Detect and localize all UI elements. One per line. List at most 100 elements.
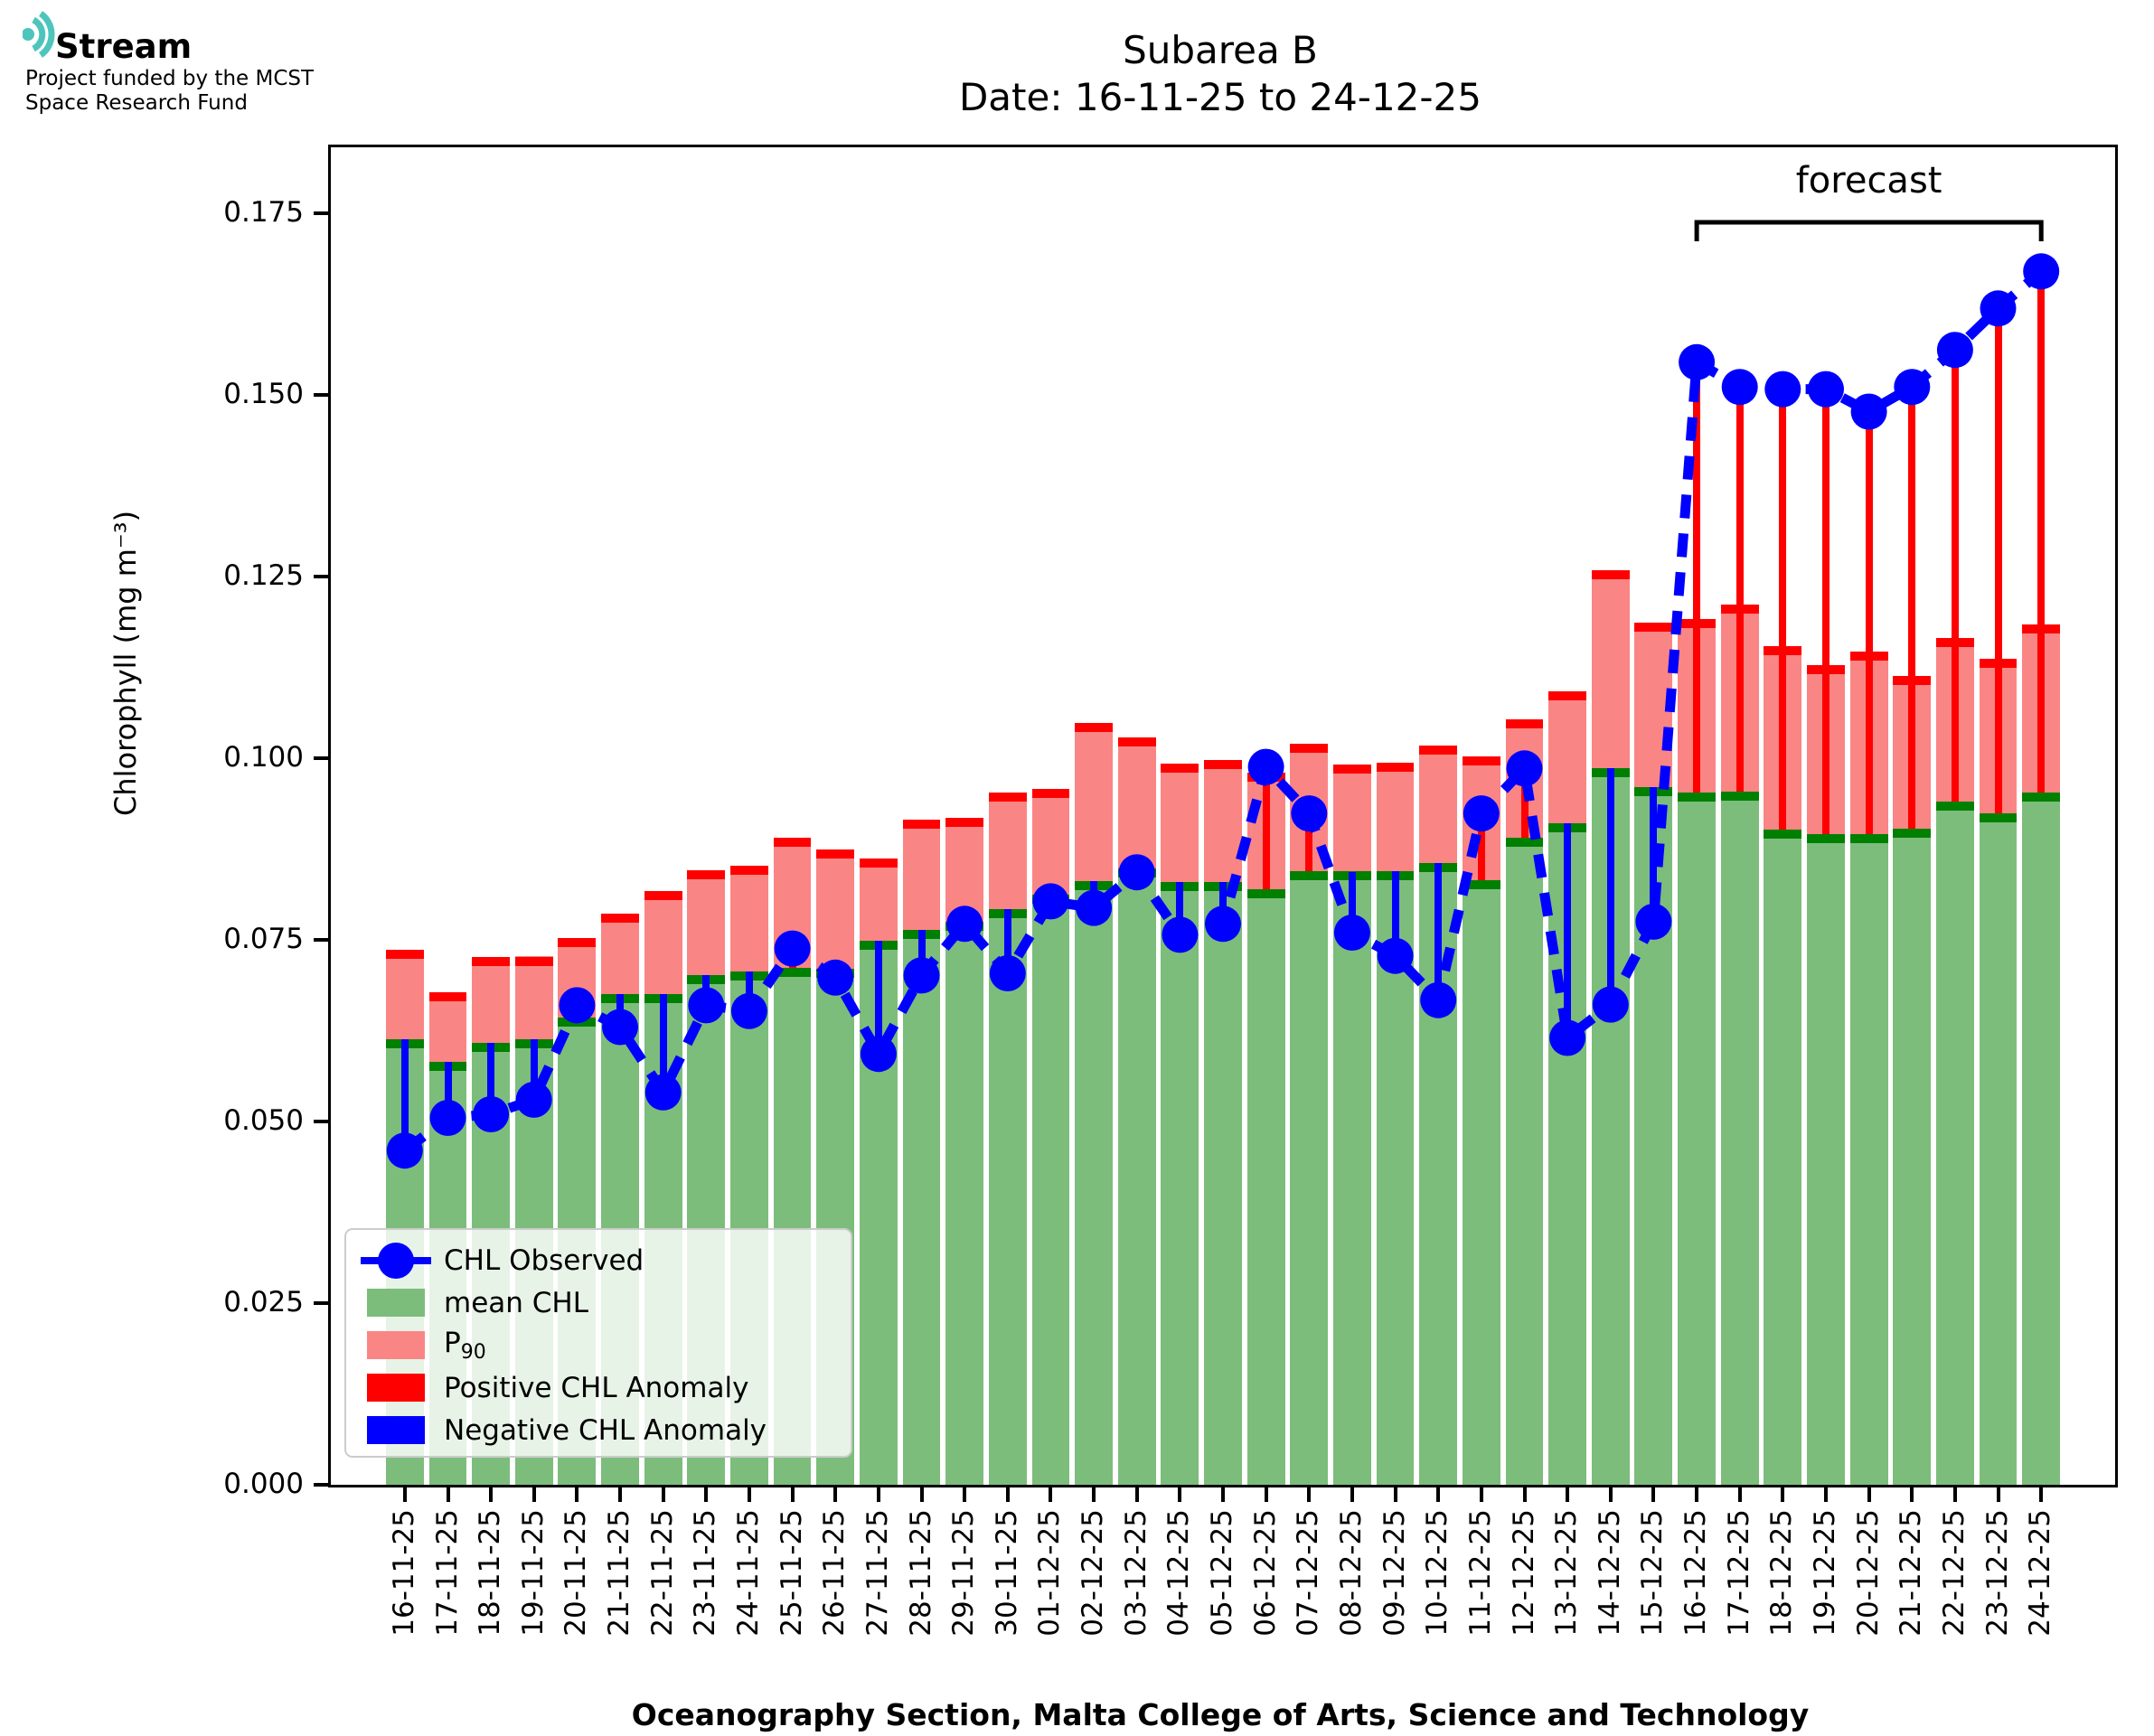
x-tick-mark — [1824, 1487, 1828, 1502]
negative-anomaly-line — [530, 1039, 538, 1100]
negative-anomaly-line — [1650, 787, 1658, 922]
positive-anomaly-line — [1693, 361, 1701, 793]
x-tick-mark — [1608, 1487, 1613, 1502]
mean-chl-cap — [1764, 829, 1802, 839]
chl-observed-line — [401, 267, 2045, 1155]
y-tick-label: 0.025 — [223, 1286, 304, 1318]
x-tick-mark — [919, 1487, 924, 1502]
mean-chl-cap — [1462, 880, 1500, 890]
mean-chl-bar — [988, 909, 1027, 1485]
chl-observed-point — [1808, 371, 1844, 408]
y-tick-mark — [314, 1120, 328, 1123]
negative-anomaly-line — [1003, 909, 1011, 973]
mean-chl-bar — [945, 921, 984, 1485]
x-tick-label: 08-12-25 — [1334, 1509, 1368, 1637]
chl-observed-point — [1894, 369, 1931, 406]
mean-chl-bar — [1161, 881, 1199, 1485]
x-tick-label: 16-11-25 — [387, 1509, 420, 1637]
chart-title-line2: Date: 16-11-25 to 24-12-25 — [958, 75, 1482, 119]
p90-cap — [601, 914, 639, 924]
p90-bar — [902, 820, 941, 930]
legend-swatch — [359, 1331, 433, 1359]
chl-observed-point — [1076, 889, 1113, 926]
forecast-annotation: forecast — [1795, 160, 1942, 202]
positive-anomaly-line — [2037, 271, 2046, 793]
x-tick-label: 15-12-25 — [1636, 1509, 1670, 1637]
positive-anomaly-line — [1865, 411, 1873, 834]
p90-cap — [1462, 755, 1500, 765]
mean-chl-bar — [1246, 888, 1285, 1485]
x-tick-mark — [747, 1487, 751, 1502]
x-tick-label: 12-12-25 — [1507, 1509, 1540, 1637]
p90-bar — [1161, 763, 1199, 882]
x-tick-mark — [1092, 1487, 1096, 1502]
p90-bar — [1031, 788, 1070, 896]
legend-label: mean CHL — [444, 1286, 588, 1319]
p90-bar — [514, 956, 553, 1040]
negative-anomaly-line — [659, 993, 667, 1093]
mean-chl-bar — [1462, 880, 1500, 1485]
p90-cap — [514, 956, 553, 966]
x-tick-label: 01-12-25 — [1033, 1509, 1067, 1637]
positive-anomaly-line — [1477, 813, 1485, 881]
chl-observed-point — [989, 955, 1026, 991]
p90-bar — [945, 817, 984, 922]
y-axis-label: Chlorophyll (mg m⁻³) — [108, 510, 143, 816]
x-tick-mark — [1781, 1487, 1785, 1502]
chl-observed-point — [1850, 393, 1887, 430]
legend-swatch — [359, 1374, 433, 1402]
chl-observed-point — [1764, 371, 1801, 408]
x-tick-label: 21-12-25 — [1895, 1509, 1928, 1637]
y-tick-mark — [314, 575, 328, 578]
negative-anomaly-line — [1391, 871, 1399, 956]
mean-chl-bar — [1505, 838, 1544, 1485]
x-tick-mark — [1005, 1487, 1010, 1502]
chl-observed-point — [860, 1036, 897, 1073]
mean-chl-bar — [1333, 871, 1371, 1485]
p90-cap — [1505, 718, 1544, 728]
x-tick-label: 05-12-25 — [1206, 1509, 1238, 1637]
negative-anomaly-line — [1219, 881, 1227, 924]
x-tick-label: 19-11-25 — [516, 1509, 550, 1637]
x-tick-mark — [790, 1487, 795, 1502]
chl-observed-point — [1635, 903, 1672, 940]
y-tick-mark — [314, 756, 328, 760]
legend-box: CHL Observed mean CHL P90 Positive CHL Anom… — [344, 1228, 852, 1458]
chl-observed-point — [1592, 986, 1629, 1023]
stream-brand-text: Stream — [55, 27, 193, 66]
p90-bar — [1376, 762, 1415, 872]
chl-observed-point — [602, 1009, 638, 1046]
p90-cap — [730, 866, 768, 875]
x-tick-mark — [1910, 1487, 1914, 1502]
positive-anomaly-line — [1262, 766, 1270, 889]
mean-chl-cap — [1678, 792, 1716, 802]
x-tick-label: 19-12-25 — [1809, 1509, 1841, 1637]
y-tick-mark — [314, 211, 328, 215]
mean-chl-cap — [1807, 834, 1845, 844]
negative-anomaly-line — [487, 1043, 495, 1114]
x-tick-mark — [963, 1487, 967, 1502]
p90-bar — [1075, 723, 1113, 881]
x-tick-label: 04-12-25 — [1162, 1509, 1196, 1637]
p90-cap — [816, 849, 855, 859]
x-tick-mark — [1867, 1487, 1871, 1502]
x-tick-label: 29-11-25 — [947, 1509, 981, 1637]
x-tick-mark — [1264, 1487, 1268, 1502]
chl-observed-point — [1506, 750, 1543, 787]
x-tick-mark — [1178, 1487, 1182, 1502]
mean-chl-bar — [1678, 792, 1716, 1485]
x-tick-label: 27-11-25 — [861, 1509, 894, 1637]
p90-bar — [816, 849, 855, 970]
p90-cap — [1333, 765, 1371, 774]
x-tick-label: 11-12-25 — [1463, 1509, 1497, 1637]
x-tick-mark — [1393, 1487, 1397, 1502]
mean-chl-bar — [1893, 829, 1932, 1485]
positive-anomaly-line — [1951, 350, 1959, 802]
x-tick-mark — [1134, 1487, 1139, 1502]
chl-observed-point — [1377, 937, 1414, 974]
plot-area: forecast 16-11-25 17-11-25 18-11-25 19-11-2… — [223, 145, 2118, 1637]
stream-waves-icon — [22, 11, 55, 58]
x-tick-label: 30-11-25 — [990, 1509, 1023, 1637]
p90-bar — [644, 891, 682, 994]
